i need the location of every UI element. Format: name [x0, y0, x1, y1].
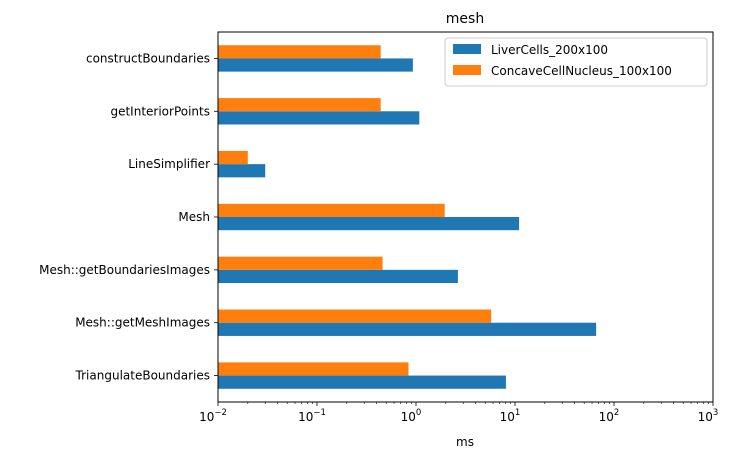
x-tick-base: 10 — [698, 410, 713, 424]
chart-title: mesh — [446, 11, 484, 27]
legend-label: LiverCells_200x100 — [491, 43, 608, 57]
category-label: LineSimplifier — [128, 157, 210, 171]
bar-LiverCells_200x100-4 — [218, 269, 458, 284]
bar-ConcaveCellNucleus_100x100-0 — [218, 45, 381, 59]
legend-swatch — [453, 44, 481, 54]
bar-LiverCells_200x100-6 — [218, 375, 506, 389]
legend-swatch — [453, 65, 481, 75]
x-tick-exponent: 3 — [713, 408, 718, 418]
x-tick-label: 103 — [698, 408, 719, 424]
x-tick-exponent: 2 — [614, 408, 619, 418]
x-tick-base: 10 — [199, 410, 214, 424]
category-label: TriangulateBoundaries — [75, 369, 210, 383]
bar-LiverCells_200x100-5 — [218, 322, 597, 336]
bar-LiverCells_200x100-0 — [218, 58, 413, 72]
category-label: Mesh::getBoundariesImages — [39, 263, 210, 277]
x-tick-exponent: 1 — [515, 408, 520, 418]
category-label: Mesh — [178, 210, 210, 224]
bar-ConcaveCellNucleus_100x100-1 — [218, 98, 381, 112]
legend-frame — [444, 37, 708, 87]
x-tick-base: 10 — [401, 410, 416, 424]
bars-layer — [218, 45, 597, 389]
x-tick-label: 102 — [599, 408, 620, 424]
x-tick-exponent: −1 — [313, 408, 326, 418]
category-label: Mesh::getMeshImages — [75, 316, 210, 330]
x-tick-base: 10 — [599, 410, 614, 424]
x-tick-base: 10 — [298, 410, 313, 424]
bar-ConcaveCellNucleus_100x100-3 — [218, 203, 445, 217]
legend: LiverCells_200x100 ConcaveCellNucleus_100… — [444, 37, 708, 87]
x-tick-label: 10−1 — [298, 408, 326, 424]
x-axis-label: ms — [456, 435, 474, 449]
bar-LiverCells_200x100-2 — [218, 164, 266, 178]
x-tick-label: 101 — [500, 408, 521, 424]
x-tick-exponent: 0 — [416, 408, 421, 418]
bar-ConcaveCellNucleus_100x100-4 — [218, 256, 383, 270]
category-label: getInteriorPoints — [110, 104, 210, 118]
bar-ConcaveCellNucleus_100x100-5 — [218, 309, 492, 323]
category-layer: constructBoundaries getInteriorPoints Line… — [39, 51, 210, 382]
bar-ConcaveCellNucleus_100x100-6 — [218, 362, 409, 376]
x-tick-label: 100 — [401, 408, 422, 424]
bar-LiverCells_200x100-1 — [218, 111, 420, 125]
ticks-layer: 10−2 10−1 100 101 102 103 — [199, 58, 718, 424]
legend-label: ConcaveCellNucleus_100x100 — [491, 64, 672, 78]
bar-LiverCells_200x100-3 — [218, 217, 520, 231]
bar-ConcaveCellNucleus_100x100-2 — [218, 150, 248, 165]
category-label: constructBoundaries — [86, 51, 210, 65]
x-tick-label: 10−2 — [199, 408, 227, 424]
x-tick-exponent: −2 — [214, 408, 227, 418]
x-tick-base: 10 — [500, 410, 515, 424]
